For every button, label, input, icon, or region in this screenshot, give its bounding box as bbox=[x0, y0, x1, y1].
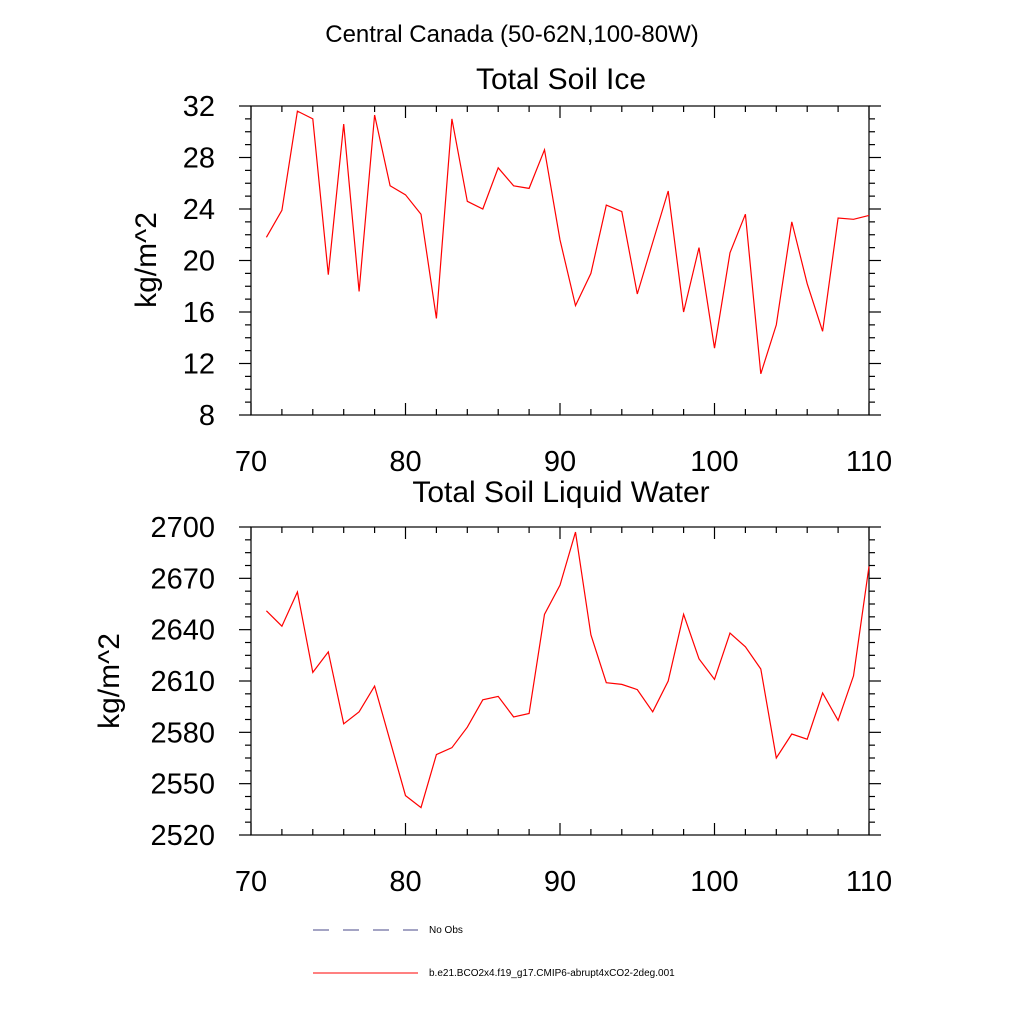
x-tick-label: 100 bbox=[690, 446, 738, 478]
x-tick-label: 80 bbox=[389, 446, 421, 478]
y-tick-label: 2610 bbox=[150, 666, 215, 698]
y-tick-label: 2520 bbox=[150, 820, 215, 852]
x-tick-label: 90 bbox=[544, 866, 576, 898]
chart-panel-soil-ice: Total Soil Ice kg/m^2 70 80 90 100 110 8 12 16 2… bbox=[130, 63, 892, 478]
series-line-model bbox=[265, 531, 870, 809]
y-tick-label: 28 bbox=[183, 143, 215, 175]
chart-panel-soil-liquid-water: Total Soil Liquid Water kg/m^2 70 80 90 100… bbox=[93, 476, 892, 898]
y-tick-label: 2550 bbox=[150, 769, 215, 801]
y-tick-label: 2670 bbox=[150, 563, 215, 595]
legend-label-no-obs: No Obs bbox=[429, 925, 463, 936]
x-tick-label: 110 bbox=[846, 866, 892, 898]
x-tick-label: 70 bbox=[235, 446, 267, 478]
x-tick-label: 100 bbox=[690, 866, 738, 898]
y-tick-label: 8 bbox=[199, 400, 215, 432]
plot-frame bbox=[250, 526, 870, 836]
x-tick-label: 80 bbox=[389, 866, 421, 898]
y-tick-label: 24 bbox=[183, 194, 215, 226]
y-tick-label: 2700 bbox=[150, 512, 215, 544]
y-tick-label: 16 bbox=[183, 297, 215, 329]
plot-frame bbox=[250, 105, 870, 416]
series-line-model bbox=[265, 110, 870, 374]
y-axis-label: kg/m^2 bbox=[130, 212, 163, 308]
x-tick-label: 70 bbox=[235, 866, 267, 898]
chart-title: Total Soil Liquid Water bbox=[412, 476, 709, 509]
y-tick-label: 32 bbox=[183, 91, 215, 123]
y-tick-label: 2580 bbox=[150, 717, 215, 749]
page-title: Central Canada (50-62N,100-80W) bbox=[325, 21, 699, 48]
y-axis-label: kg/m^2 bbox=[93, 633, 126, 729]
legend-label-model: b.e21.BCO2x4.f19_g17.CMIP6-abrupt4xCO2-2… bbox=[429, 968, 675, 979]
chart-title: Total Soil Ice bbox=[476, 63, 646, 96]
x-tick-label: 110 bbox=[846, 446, 892, 478]
y-tick-label: 20 bbox=[183, 246, 215, 278]
y-tick-label: 2640 bbox=[150, 615, 215, 647]
legend: No Obs b.e21.BCO2x4.f19_g17.CMIP6-abrupt… bbox=[313, 925, 675, 979]
y-tick-label: 12 bbox=[183, 349, 215, 381]
x-tick-label: 90 bbox=[544, 446, 576, 478]
